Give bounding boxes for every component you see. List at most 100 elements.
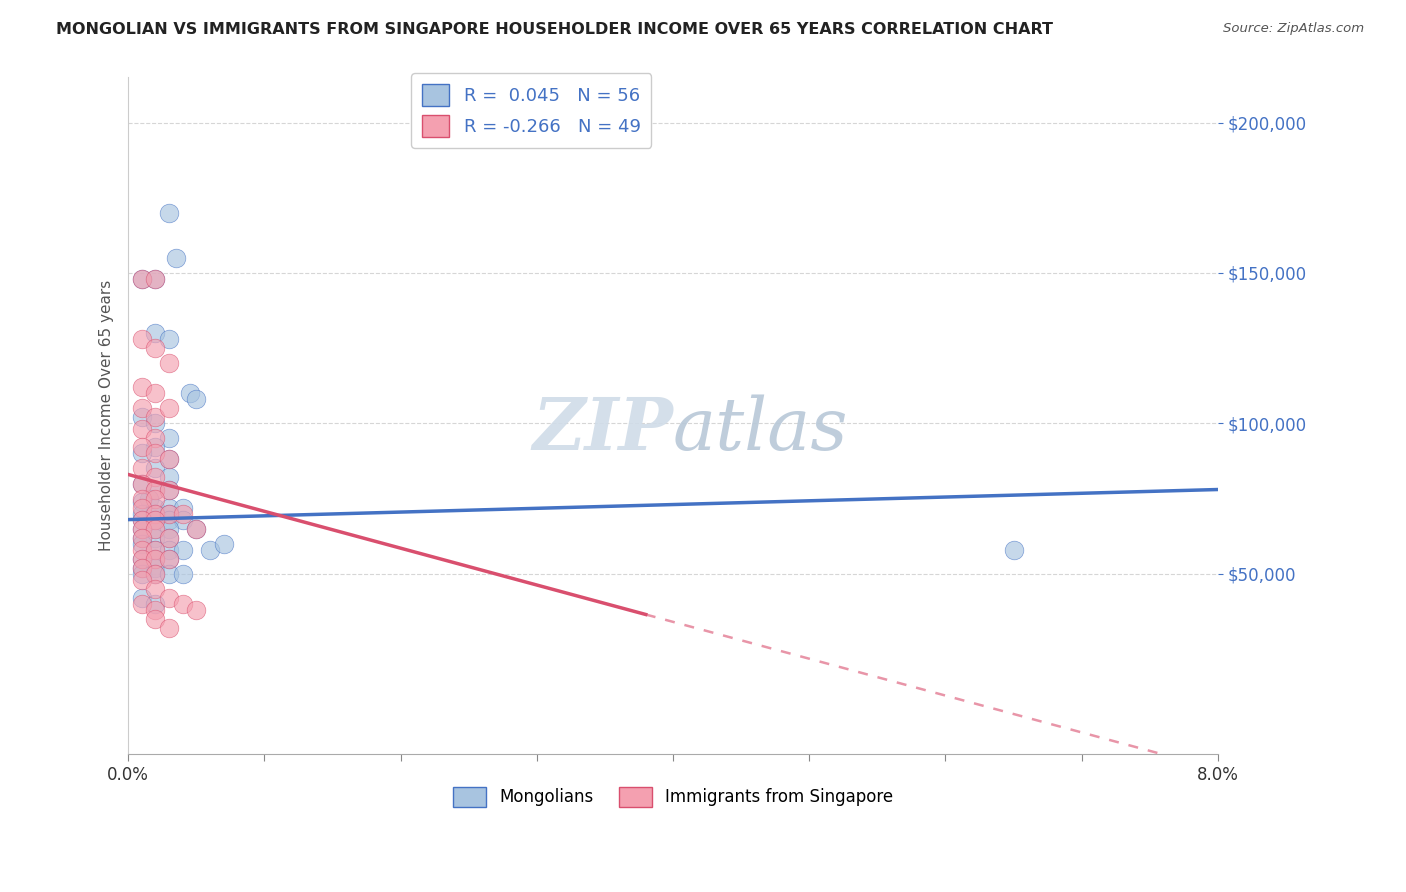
- Point: [145, 531, 167, 545]
- Point: [186, 522, 208, 536]
- Point: [131, 494, 153, 508]
- Point: [131, 597, 153, 611]
- Point: [186, 392, 208, 407]
- Point: [145, 551, 167, 566]
- Point: [131, 491, 153, 506]
- Point: [145, 441, 167, 455]
- Point: [131, 332, 153, 346]
- Point: [131, 410, 153, 425]
- Text: atlas: atlas: [673, 394, 848, 465]
- Point: [1002, 542, 1025, 557]
- Point: [145, 603, 167, 617]
- Point: [157, 513, 180, 527]
- Point: [212, 536, 235, 550]
- Point: [145, 612, 167, 626]
- Point: [157, 522, 180, 536]
- Point: [131, 446, 153, 460]
- Point: [145, 386, 167, 401]
- Point: [138, 491, 160, 506]
- Point: [131, 476, 153, 491]
- Point: [131, 536, 153, 550]
- Point: [172, 507, 194, 521]
- Point: [131, 272, 153, 286]
- Point: [131, 401, 153, 416]
- Point: [131, 476, 153, 491]
- Point: [145, 551, 167, 566]
- Point: [145, 566, 167, 581]
- Point: [157, 356, 180, 370]
- Point: [131, 531, 153, 545]
- Point: [157, 332, 180, 346]
- Point: [145, 326, 167, 340]
- Point: [198, 542, 221, 557]
- Point: [145, 491, 167, 506]
- Point: [131, 560, 153, 574]
- Point: [145, 500, 167, 515]
- Point: [157, 483, 180, 497]
- Point: [145, 542, 167, 557]
- Point: [131, 522, 153, 536]
- Point: [172, 542, 194, 557]
- Point: [157, 551, 180, 566]
- Point: [157, 452, 180, 467]
- Point: [145, 341, 167, 355]
- Point: [145, 582, 167, 596]
- Point: [145, 566, 167, 581]
- Point: [172, 597, 194, 611]
- Point: [157, 591, 180, 605]
- Text: Source: ZipAtlas.com: Source: ZipAtlas.com: [1223, 22, 1364, 36]
- Point: [157, 431, 180, 445]
- Point: [145, 417, 167, 431]
- Text: MONGOLIAN VS IMMIGRANTS FROM SINGAPORE HOUSEHOLDER INCOME OVER 65 YEARS CORRELAT: MONGOLIAN VS IMMIGRANTS FROM SINGAPORE H…: [56, 22, 1053, 37]
- Point: [131, 551, 153, 566]
- Point: [131, 500, 153, 515]
- Point: [165, 251, 187, 265]
- Point: [131, 513, 153, 527]
- Point: [145, 513, 167, 527]
- Point: [157, 542, 180, 557]
- Point: [145, 431, 167, 445]
- Point: [145, 461, 167, 475]
- Point: [157, 507, 180, 521]
- Point: [172, 566, 194, 581]
- Point: [145, 560, 167, 574]
- Point: [157, 566, 180, 581]
- Point: [186, 522, 208, 536]
- Point: [145, 507, 167, 521]
- Point: [172, 500, 194, 515]
- Point: [157, 507, 180, 521]
- Point: [157, 452, 180, 467]
- Point: [179, 386, 201, 401]
- Point: [145, 597, 167, 611]
- Point: [131, 513, 153, 527]
- Point: [131, 551, 153, 566]
- Point: [131, 422, 153, 436]
- Point: [131, 461, 153, 475]
- Point: [157, 483, 180, 497]
- Point: [145, 272, 167, 286]
- Point: [157, 401, 180, 416]
- Point: [157, 531, 180, 545]
- Point: [131, 542, 153, 557]
- Point: [145, 522, 167, 536]
- Point: [157, 206, 180, 220]
- Y-axis label: Householder Income Over 65 years: Householder Income Over 65 years: [100, 280, 114, 551]
- Point: [131, 560, 153, 574]
- Point: [131, 566, 153, 581]
- Point: [157, 551, 180, 566]
- Point: [131, 522, 153, 536]
- Point: [131, 507, 153, 521]
- Point: [145, 513, 167, 527]
- Point: [157, 500, 180, 515]
- Legend: Mongolians, Immigrants from Singapore: Mongolians, Immigrants from Singapore: [446, 780, 900, 814]
- Point: [131, 380, 153, 394]
- Point: [145, 483, 167, 497]
- Point: [131, 591, 153, 605]
- Point: [145, 410, 167, 425]
- Point: [131, 573, 153, 587]
- Point: [157, 470, 180, 484]
- Point: [172, 513, 194, 527]
- Point: [145, 272, 167, 286]
- Point: [157, 531, 180, 545]
- Point: [145, 470, 167, 484]
